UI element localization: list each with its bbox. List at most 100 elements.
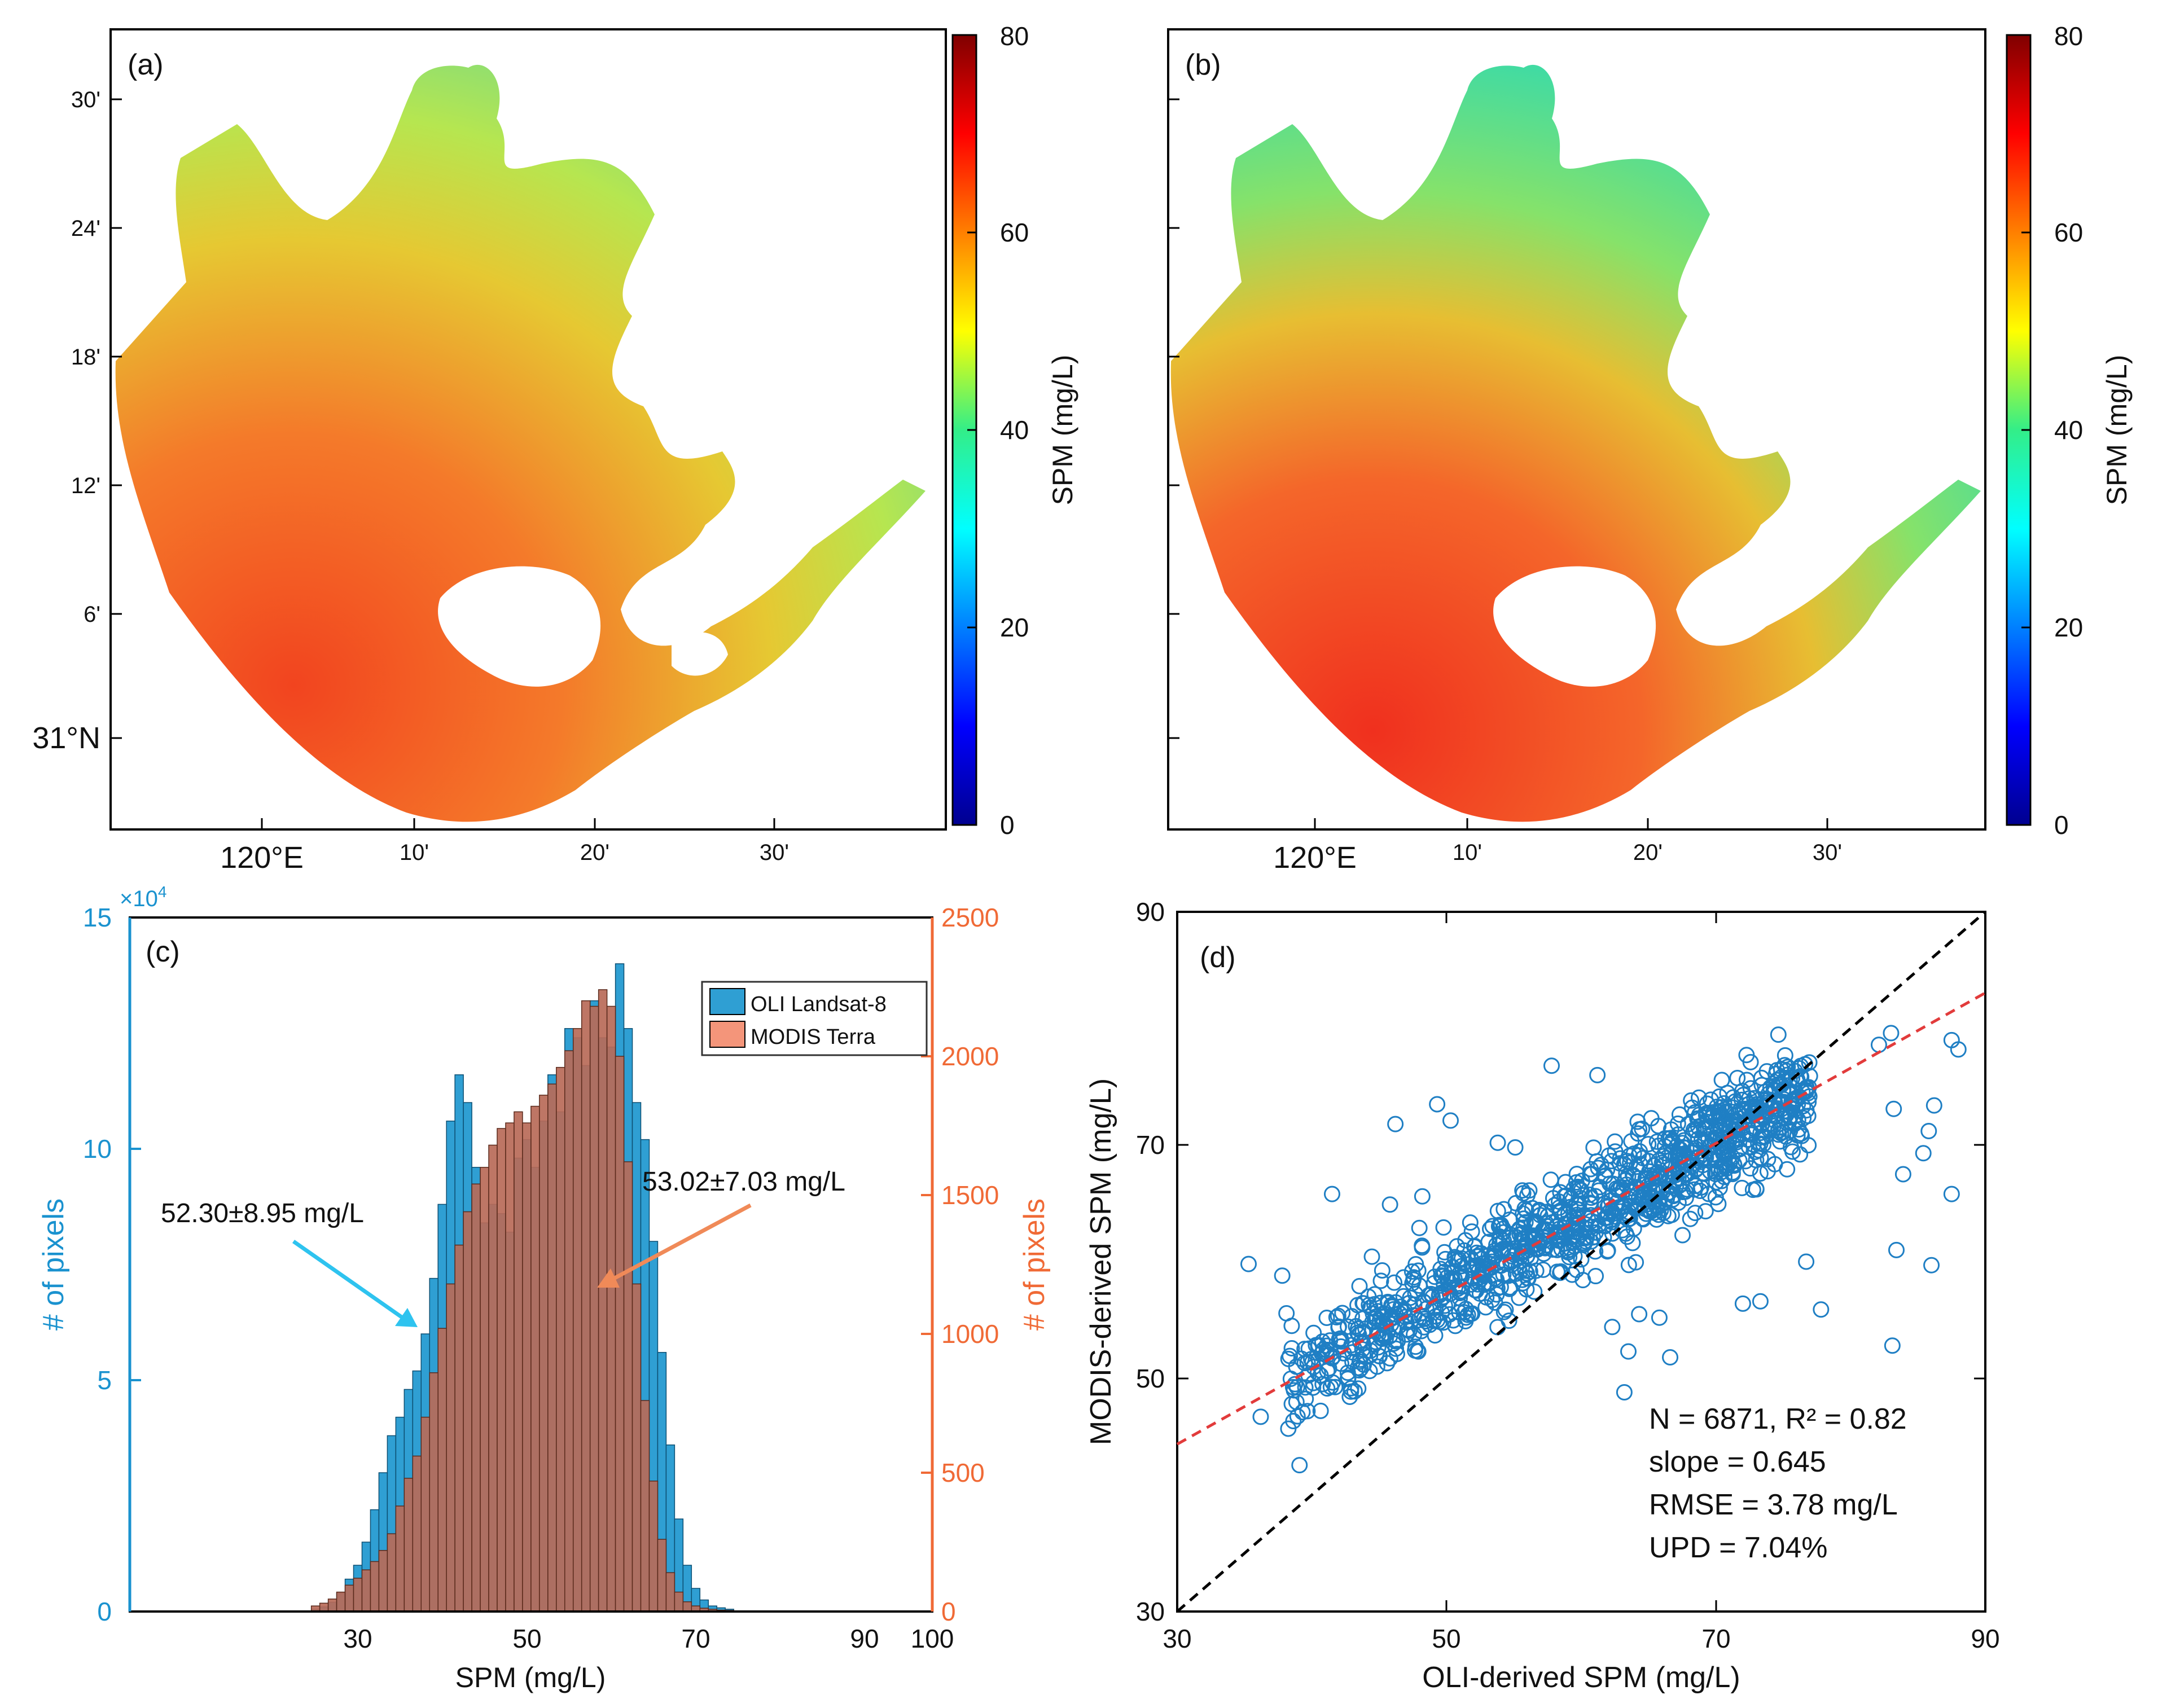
hist-bar-modis bbox=[505, 1122, 515, 1612]
scatter-point bbox=[1751, 1142, 1767, 1159]
panel-a: 30' 24' 18' 12' 6' 31°N 120°E 10' 20' 30… bbox=[32, 21, 1078, 875]
scatter-point bbox=[1404, 1275, 1421, 1292]
scatter-point bbox=[1711, 1088, 1728, 1105]
scatter-point bbox=[1565, 1216, 1582, 1233]
hist-y-right-axis: 0 500 1000 1500 2000 2500 bbox=[921, 903, 999, 1626]
scatter-point bbox=[1252, 1408, 1269, 1425]
scatter-point bbox=[1552, 1232, 1569, 1249]
stat-n-r2: N = 6871, R² = 0.82 bbox=[1649, 1403, 1907, 1435]
scatter-point bbox=[1318, 1309, 1335, 1326]
scatter-point bbox=[1783, 1092, 1800, 1109]
scatter-point bbox=[1650, 1167, 1667, 1184]
scatter-point bbox=[1734, 1295, 1751, 1312]
scatter-point bbox=[1437, 1250, 1454, 1267]
hist-bar-modis bbox=[429, 1372, 438, 1612]
scatter-point bbox=[1487, 1248, 1504, 1264]
hist-bar-modis bbox=[530, 1105, 540, 1612]
scatter-y-label: MODIS-derived SPM (mg/L) bbox=[1085, 1078, 1117, 1445]
scatter-point bbox=[1407, 1342, 1424, 1359]
y-tick-label: 70 bbox=[1136, 1130, 1165, 1160]
y-right-tick-label: 2500 bbox=[941, 903, 999, 932]
scatter-point bbox=[1625, 1189, 1642, 1206]
scatter-point bbox=[1690, 1130, 1707, 1147]
regression-fit-line bbox=[1176, 991, 1986, 1446]
scatter-point bbox=[1240, 1255, 1257, 1272]
scatter-point bbox=[1748, 1181, 1765, 1198]
colorbar-a: 0 20 40 60 80 SPM (mg/L) bbox=[951, 21, 1078, 840]
lat-tick-label: 18' bbox=[71, 345, 100, 370]
scatter-point bbox=[1411, 1277, 1428, 1294]
scatter-point bbox=[1283, 1340, 1300, 1356]
x-tick-label: 50 bbox=[512, 1624, 541, 1653]
scatter-point bbox=[1280, 1420, 1297, 1437]
scatter-point bbox=[1950, 1041, 1967, 1058]
scatter-point bbox=[1643, 1110, 1660, 1127]
scatter-point bbox=[1519, 1232, 1536, 1249]
colorbar-tick-label: 80 bbox=[1000, 21, 1029, 51]
scatter-point bbox=[1414, 1237, 1431, 1254]
scatter-point bbox=[1748, 1152, 1765, 1169]
hist-bar-modis bbox=[446, 1283, 455, 1612]
scatter-point bbox=[1628, 1254, 1644, 1271]
scatter-point bbox=[1679, 1116, 1696, 1132]
scatter-point bbox=[1331, 1331, 1348, 1347]
scatter-point bbox=[1640, 1136, 1657, 1153]
scatter-point bbox=[1888, 1241, 1905, 1258]
hist-bar-modis bbox=[539, 1095, 549, 1612]
scatter-point bbox=[1328, 1309, 1345, 1326]
hist-bar-modis bbox=[370, 1561, 380, 1612]
scatter-point bbox=[1526, 1283, 1543, 1300]
scatter-point bbox=[1583, 1218, 1600, 1235]
y-left-tick-label: 5 bbox=[97, 1365, 112, 1395]
scatter-point bbox=[1414, 1188, 1431, 1205]
scatter-point bbox=[1466, 1258, 1482, 1275]
scatter-point bbox=[1556, 1188, 1573, 1205]
colorbar-tick-label: 0 bbox=[2054, 810, 2069, 840]
scatter-point bbox=[1894, 1166, 1911, 1183]
scatter-point bbox=[1340, 1369, 1357, 1386]
annotation-modis-mean: 53.02±7.03 mg/L bbox=[642, 1167, 845, 1197]
scatter-point bbox=[1519, 1270, 1536, 1287]
colorbar-tick-label: 20 bbox=[2054, 613, 2083, 642]
scatter-point bbox=[1495, 1266, 1512, 1283]
y-tick-label: 50 bbox=[1136, 1364, 1165, 1393]
y-tick-label: 30 bbox=[1136, 1597, 1165, 1626]
hist-bar-modis bbox=[454, 1244, 464, 1612]
scatter-point bbox=[1381, 1350, 1398, 1367]
scatter-point bbox=[1318, 1337, 1335, 1354]
lake-a-bay-hole bbox=[672, 632, 728, 676]
scatter-point bbox=[1599, 1242, 1616, 1259]
multiplier-exp: 4 bbox=[158, 883, 167, 901]
scatter-point bbox=[1655, 1148, 1672, 1165]
scatter-point bbox=[1351, 1362, 1368, 1379]
colorbar-tick-label: 60 bbox=[1000, 218, 1029, 247]
scatter-point bbox=[1453, 1258, 1470, 1275]
hist-x-axis: 30 50 70 90 100 bbox=[343, 1624, 954, 1653]
scatter-point bbox=[1573, 1251, 1590, 1268]
scatter-point bbox=[1779, 1066, 1796, 1083]
scatter-point bbox=[1374, 1262, 1391, 1279]
scatter-point bbox=[1502, 1279, 1519, 1296]
lon-tick-label: 10' bbox=[1453, 840, 1482, 865]
panel-label-d: (d) bbox=[1200, 941, 1236, 974]
scatter-point bbox=[1297, 1379, 1314, 1396]
scatter-point bbox=[1357, 1320, 1374, 1337]
scatter-point bbox=[1742, 1160, 1759, 1177]
hist-legend: OLI Landsat-8 MODIS Terra bbox=[701, 981, 928, 1056]
y-left-tick-label: 10 bbox=[83, 1134, 112, 1163]
scatter-point bbox=[1708, 1174, 1725, 1191]
stat-rmse: RMSE = 3.78 mg/L bbox=[1649, 1489, 1898, 1521]
scatter-point bbox=[1682, 1210, 1699, 1227]
scatter-point bbox=[1696, 1165, 1713, 1182]
scatter-point bbox=[1312, 1402, 1329, 1419]
scatter-point bbox=[1296, 1355, 1313, 1372]
scatter-point bbox=[1545, 1189, 1562, 1206]
scatter-x-label: OLI-derived SPM (mg/L) bbox=[1422, 1661, 1740, 1694]
scatter-y-axis: 30 50 70 90 bbox=[1136, 897, 1985, 1626]
scatter-point bbox=[1652, 1202, 1669, 1219]
scatter-point bbox=[1339, 1318, 1356, 1335]
legend-swatch-modis bbox=[709, 1021, 745, 1048]
scatter-point bbox=[1350, 1380, 1367, 1397]
hist-bar-modis bbox=[648, 1481, 659, 1612]
scatter-stats: N = 6871, R² = 0.82 slope = 0.645 RMSE =… bbox=[1649, 1403, 1907, 1564]
